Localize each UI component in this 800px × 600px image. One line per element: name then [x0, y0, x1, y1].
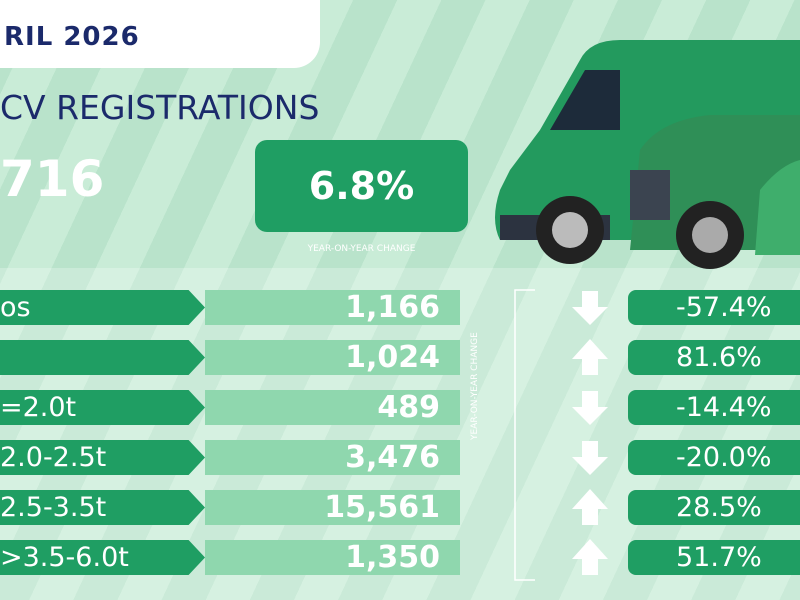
bracket [514, 289, 535, 581]
arrow-down [572, 391, 608, 425]
row-change: 51.7% [628, 540, 800, 575]
change: 6.8% [308, 164, 415, 208]
row-value: 1,024 [205, 340, 460, 375]
row-value: 15,561 [205, 490, 460, 525]
month: RIL 2026 [4, 22, 140, 52]
row-label: 2.5-3.5t [0, 490, 205, 525]
row-label [0, 340, 205, 375]
month-box: RIL 2026 [0, 0, 320, 68]
title: CV REGISTRATIONS [0, 88, 320, 127]
row-change: 81.6% [628, 340, 800, 375]
change-caption: YEAR-ON-YEAR CHANGE [307, 244, 416, 254]
total: 716 [0, 150, 105, 208]
row-value: 1,350 [205, 540, 460, 575]
arrow-up [572, 489, 608, 525]
change-box: 6.8% [255, 140, 468, 232]
row-value: 3,476 [205, 440, 460, 475]
row-change: -20.0% [628, 440, 800, 475]
row-change: -14.4% [628, 390, 800, 425]
arrow-down [572, 441, 608, 475]
row-label: os [0, 290, 205, 325]
vans-illustration [495, 40, 800, 269]
arrow-up [572, 539, 608, 575]
row-value: 489 [205, 390, 460, 425]
row-label: >3.5-6.0t [0, 540, 205, 575]
row-label: =2.0t [0, 390, 205, 425]
side-caption: YEAR-ON-YEAR CHANGE [470, 332, 480, 440]
row-value: 1,166 [205, 290, 460, 325]
row-label: 2.0-2.5t [0, 440, 205, 475]
row-change: 28.5% [628, 490, 800, 525]
row-change: -57.4% [628, 290, 800, 325]
arrow-up [572, 339, 608, 375]
arrow-down [572, 291, 608, 325]
